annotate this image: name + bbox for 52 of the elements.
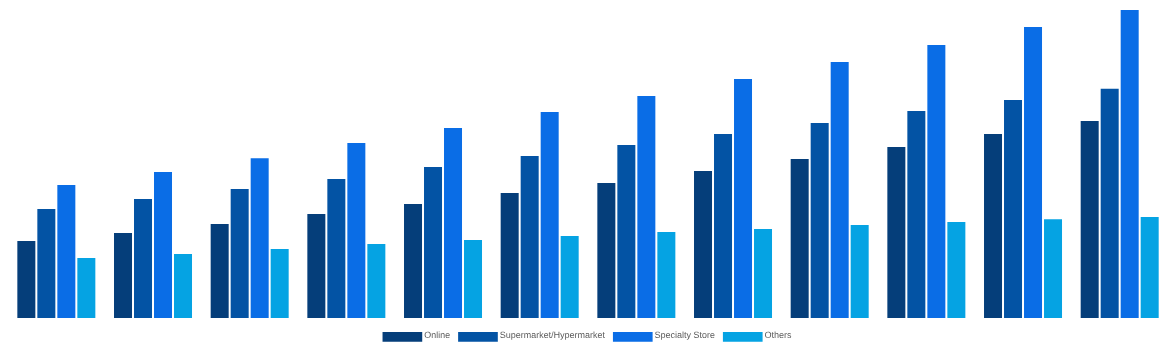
bar <box>657 232 676 318</box>
bar <box>734 78 753 318</box>
bar <box>1024 26 1043 318</box>
bar <box>830 62 849 318</box>
bar <box>810 123 829 318</box>
bar <box>444 127 463 318</box>
bar <box>307 213 326 318</box>
bar <box>1140 216 1159 318</box>
legend-label: Others <box>765 331 792 339</box>
bar <box>270 249 289 318</box>
bar <box>57 184 76 318</box>
bar <box>327 179 346 318</box>
bar <box>694 171 713 318</box>
bar <box>1004 99 1023 318</box>
bar <box>250 158 269 318</box>
bar <box>134 199 153 318</box>
bar <box>1080 120 1099 318</box>
bar <box>347 143 366 318</box>
bar <box>637 95 656 318</box>
bar <box>1044 219 1063 318</box>
bar <box>947 221 966 318</box>
bar <box>230 188 249 318</box>
bar <box>210 224 229 318</box>
bar <box>77 257 96 318</box>
bar <box>984 134 1003 318</box>
legend-label: Specialty Store <box>655 331 715 340</box>
bar <box>154 172 173 318</box>
bar <box>17 241 36 318</box>
bar <box>887 147 906 318</box>
bar <box>754 228 773 318</box>
bar <box>424 167 443 318</box>
bar <box>560 236 579 318</box>
bar <box>464 240 483 318</box>
legend-label: Online <box>424 331 450 339</box>
legend-label: Supermarket/Hypermarket <box>500 331 605 340</box>
bar <box>907 111 926 318</box>
bar <box>850 224 869 318</box>
bar <box>790 159 809 318</box>
bar <box>520 155 539 318</box>
bar <box>1100 88 1119 318</box>
bar <box>714 134 733 318</box>
bar <box>114 232 133 318</box>
bar <box>617 144 636 318</box>
bar <box>1120 10 1139 318</box>
bar <box>927 45 946 318</box>
bar <box>540 111 559 318</box>
bar <box>404 204 423 318</box>
bar <box>597 183 616 318</box>
bar <box>174 253 193 318</box>
bar <box>500 192 519 318</box>
bar <box>37 208 56 318</box>
bar <box>367 244 386 318</box>
